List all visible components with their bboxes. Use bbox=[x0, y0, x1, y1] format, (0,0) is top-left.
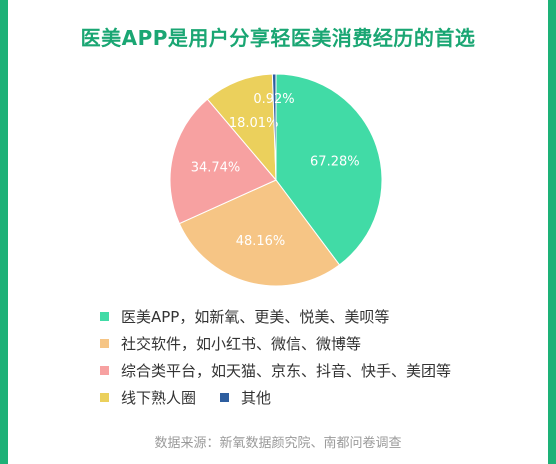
pie-slice bbox=[169, 98, 277, 225]
pie-slice bbox=[275, 73, 383, 266]
legend-swatch bbox=[100, 338, 109, 348]
slice-label: 67.28% bbox=[310, 154, 360, 169]
legend-label: 综合类平台，如天猫、京东、抖音、快手、美团等 bbox=[121, 362, 452, 380]
legend-item: 线下熟人圈 bbox=[100, 387, 196, 408]
pie-slice bbox=[271, 73, 277, 181]
pie-slice bbox=[178, 179, 341, 287]
legend-label: 医美APP，如新氧、更美、悦美、美呗等 bbox=[121, 308, 390, 326]
legend-swatch bbox=[100, 311, 109, 321]
legend-item: 其他 bbox=[220, 387, 271, 408]
data-source: 数据来源：新氧数据颜究院、南都问卷调查 bbox=[154, 436, 402, 451]
legend-item: 医美APP，如新氧、更美、悦美、美呗等 bbox=[100, 306, 389, 327]
chart-title: 医美APP是用户分享轻医美消费经历的首选 bbox=[80, 26, 476, 50]
slice-label: 34.74% bbox=[191, 160, 241, 175]
legend-item: 综合类平台，如天猫、京东、抖音、快手、美团等 bbox=[100, 360, 451, 381]
legend-label: 线下熟人圈 bbox=[121, 389, 197, 407]
legend-item: 社交软件，如小红书、微信、微博等 bbox=[100, 333, 361, 354]
legend-swatch bbox=[100, 365, 109, 375]
legend-swatch bbox=[100, 392, 109, 402]
slice-label: 0.92% bbox=[253, 92, 294, 107]
legend-label: 其他 bbox=[241, 389, 272, 407]
legend-swatch bbox=[220, 392, 229, 402]
pie-chart: 67.28% 48.16% 34.74% 18.01% 0.92% bbox=[169, 73, 383, 287]
slice-label: 48.16% bbox=[236, 234, 286, 249]
legend-label: 社交软件，如小红书、微信、微博等 bbox=[121, 335, 362, 353]
pie-slice bbox=[206, 73, 277, 182]
slice-label: 18.01% bbox=[229, 116, 279, 131]
